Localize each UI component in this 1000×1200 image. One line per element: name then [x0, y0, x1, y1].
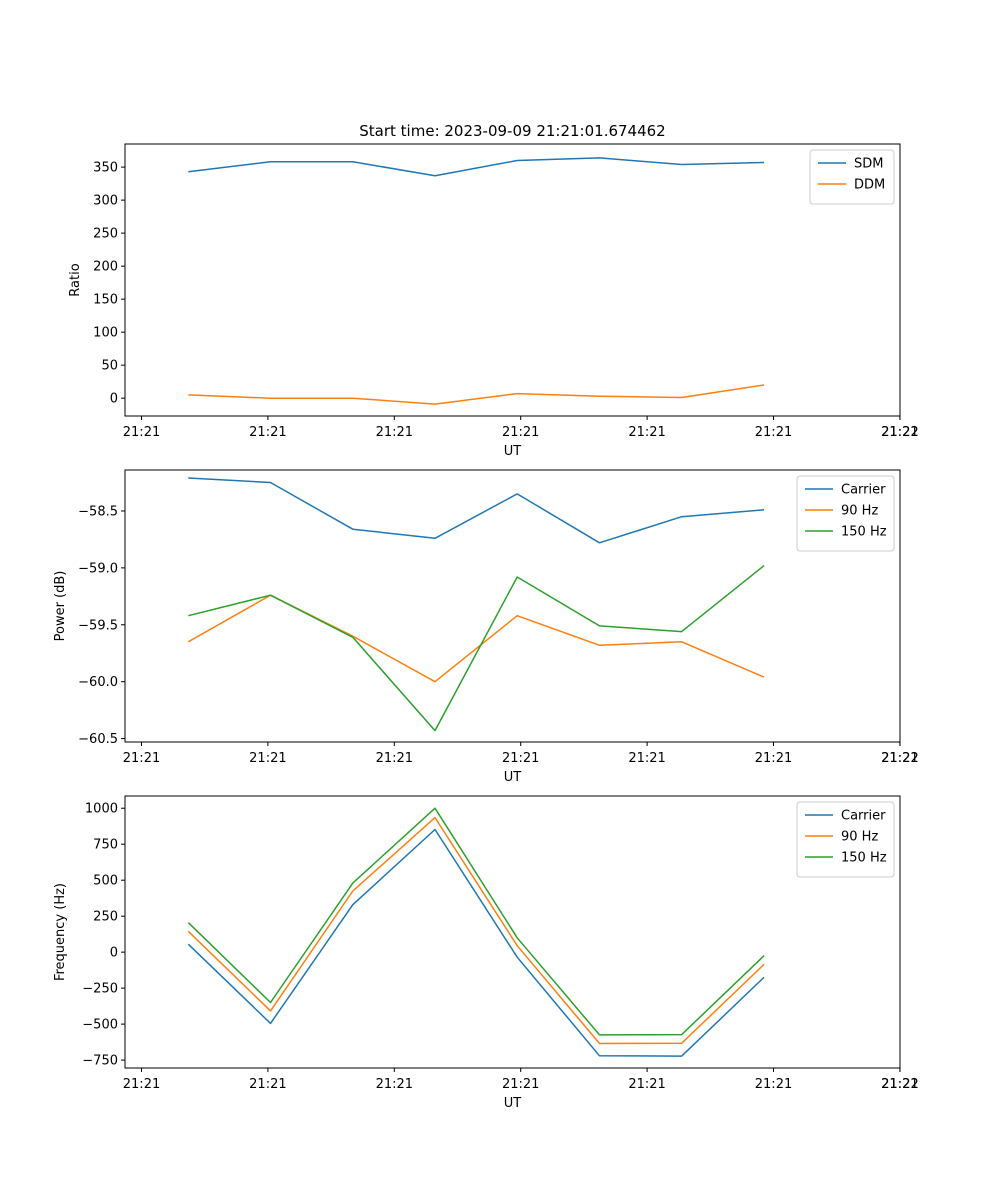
chart-2-x-tick-label: 21:21	[881, 751, 918, 766]
chart-1-title: Start time: 2023-09-09 21:21:01.674462	[359, 122, 665, 140]
chart-1-y-tick-label: 200	[93, 260, 118, 275]
chart-1-y-tick-label: 0	[110, 392, 118, 407]
chart-1-x-tick-label: 21:21	[376, 425, 413, 440]
chart-3-x-tick-label: 21:21	[628, 1077, 665, 1092]
chart-3-x-tick-label: 21:21	[502, 1077, 539, 1092]
chart-3-legend-entry: 150 Hz	[841, 851, 887, 866]
chart-2-x-tick-label: 21:21	[502, 751, 539, 766]
chart-1-y-tick-label: 250	[93, 227, 118, 242]
chart-2-y-tick-label: −58.5	[78, 504, 118, 519]
chart-2-legend-entry: 150 Hz	[841, 525, 887, 540]
chart-1-y-tick-label: 100	[93, 326, 118, 341]
chart-3-y-tick-label: 0	[110, 946, 118, 961]
chart-3-y-tick-label: 250	[93, 910, 118, 925]
chart-1-y-axis-label: Ratio	[68, 263, 83, 296]
chart-1-x-tick-label: 21:21	[881, 425, 918, 440]
chart-2-x-tick-label: 21:21	[628, 751, 665, 766]
chart-1: Start time: 2023-09-09 21:21:01.674462 21…	[68, 122, 919, 459]
chart-2-series-150-hz	[188, 565, 765, 732]
chart-1-x-tick-label: 21:21	[502, 425, 539, 440]
chart-1-x-tick-label: 21:21	[123, 425, 160, 440]
chart-3-y-tick-label: 1000	[85, 802, 118, 817]
chart-2-y-tick-label: −59.0	[78, 561, 118, 576]
chart-3-series-carrier	[187, 828, 765, 1057]
chart-3-y-tick-label: −500	[82, 1018, 118, 1033]
chart-3-y-tick-label: 500	[93, 874, 118, 889]
chart-3-x-axis-label: UT	[504, 1096, 522, 1111]
chart-1-legend-entry: DDM	[854, 178, 885, 193]
chart-3-y-tick-label: −250	[82, 982, 118, 997]
chart-1-y-tick-label: 50	[101, 359, 118, 374]
chart-2-legend-entry: 90 Hz	[841, 504, 878, 519]
chart-3-x-tick-label: 21:22	[881, 1077, 918, 1092]
chart-3-y-tick-label: −750	[82, 1054, 118, 1069]
chart-3: 21:21 21:21 21:21 21:21 21:21 21:21 21:2121:22…	[53, 795, 919, 1111]
chart-1-series-ddm	[188, 384, 765, 405]
chart-2-axes-frame	[124, 469, 901, 743]
chart-2-series-90-hz	[187, 594, 765, 683]
chart-1-y-tick-label: 350	[93, 161, 118, 176]
chart-1-x-axis-label: UT	[504, 444, 522, 459]
chart-2-y-tick-label: −60.0	[78, 675, 118, 690]
chart-3-x-tick-label: 21:21	[123, 1077, 160, 1092]
chart-1-axes-frame	[124, 143, 901, 417]
chart-1-y-tick-label: 300	[93, 194, 118, 209]
chart-3-x-tick-label: 21:21	[755, 1077, 792, 1092]
chart-2-y-tick-label: −60.5	[78, 732, 118, 747]
chart-2-x-tick-label: 21:21	[249, 751, 286, 766]
chart-3-legend-entry: Carrier	[841, 809, 886, 824]
chart-1-legend-entry: SDM	[854, 157, 883, 172]
chart-3-y-tick-label: 750	[93, 838, 118, 853]
chart-1-x-tick-label: 21:22	[881, 425, 918, 440]
chart-2-y-tick-label: −59.5	[78, 618, 118, 633]
chart-1-x-tick-label: 21:21	[755, 425, 792, 440]
chart-2-x-tick-label: 21:21	[123, 751, 160, 766]
chart-3-series-90-hz	[187, 816, 765, 1045]
chart-1-x-tick-label: 21:21	[249, 425, 286, 440]
chart-2: 21:21 21:21 21:21 21:21 21:21 21:21 21:2121:22…	[53, 469, 919, 785]
chart-3-legend-entry: 90 Hz	[841, 830, 878, 845]
chart-3-x-tick-label: 21:21	[249, 1077, 286, 1092]
chart-1-y-tick-label: 150	[93, 293, 118, 308]
chart-3-legend: Carrier 90 Hz 150 Hz	[796, 801, 895, 878]
chart-2-series-carrier	[188, 477, 765, 544]
chart-3-x-tick-label: 21:21	[881, 1077, 918, 1092]
chart-3-legend-box	[796, 801, 895, 878]
chart-2-legend-entry: Carrier	[841, 483, 886, 498]
chart-2-x-tick-label: 21:21	[755, 751, 792, 766]
chart-3-y-axis-label: Frequency (Hz)	[53, 883, 68, 981]
chart-2-legend-box	[796, 475, 895, 552]
chart-2-x-axis-label: UT	[504, 770, 522, 785]
chart-2-y-axis-label: Power (dB)	[53, 571, 68, 642]
chart-3-x-tick-label: 21:21	[376, 1077, 413, 1092]
chart-1-legend: SDM DDM	[809, 149, 895, 205]
chart-2-x-tick-label: 21:21	[376, 751, 413, 766]
chart-3-series-150-hz	[187, 807, 765, 1036]
chart-2-legend: Carrier 90 Hz 150 Hz	[796, 475, 895, 552]
chart-2-x-tick-label: 21:22	[881, 751, 918, 766]
chart-1-x-tick-label: 21:21	[628, 425, 665, 440]
chart-1-series-sdm	[188, 157, 765, 177]
chart-3-axes-frame	[124, 795, 901, 1069]
